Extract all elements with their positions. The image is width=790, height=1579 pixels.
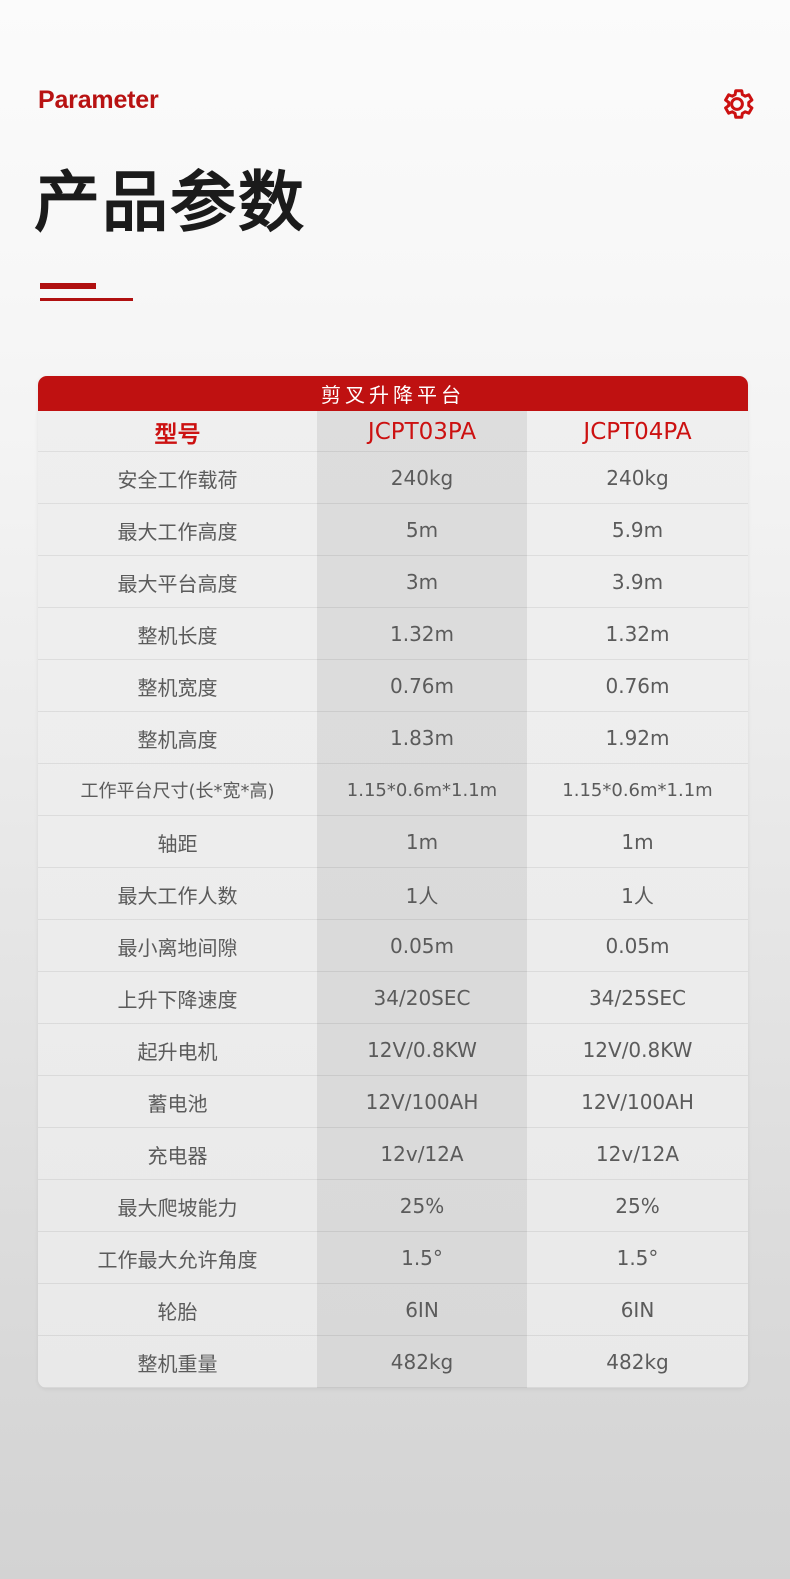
table-body: 安全工作载荷 240kg 240kg 最大工作高度 5m 5.9m 最大平台高度 3m 3.9m…	[38, 452, 748, 1388]
row-value-jcpt03pa: 12V/0.8KW	[367, 1038, 477, 1062]
row-value-jcpt03pa: 34/20SEC	[373, 986, 471, 1010]
table-row: 上升下降速度 34/20SEC 34/25SEC	[38, 972, 748, 1024]
row-value-jcpt04pa: 482kg	[606, 1350, 669, 1374]
table-row: 最大工作高度 5m 5.9m	[38, 504, 748, 556]
row-value-jcpt04pa: 12V/100AH	[581, 1090, 694, 1114]
table-row: 轮胎 6IN 6IN	[38, 1284, 748, 1336]
row-value-jcpt03pa: 1.83m	[389, 726, 454, 750]
page-title: 产品参数	[34, 164, 306, 241]
gear-icon[interactable]	[718, 85, 756, 123]
row-value-jcpt04pa: 1.92m	[605, 726, 670, 750]
row-label: 最小离地间隙	[117, 935, 238, 960]
row-value-jcpt03pa: 12v/12A	[380, 1142, 464, 1166]
table-row: 充电器 12v/12A 12v/12A	[38, 1128, 748, 1180]
row-label: 轮胎	[157, 1299, 198, 1324]
column-header-model: 型号	[154, 421, 201, 448]
row-label: 整机高度	[137, 727, 218, 752]
row-value-jcpt03pa: 3m	[405, 570, 439, 594]
table-row: 整机宽度 0.76m 0.76m	[38, 660, 748, 712]
row-value-jcpt03pa: 0.05m	[389, 934, 454, 958]
row-label: 上升下降速度	[117, 987, 238, 1012]
title-underline-decoration	[40, 283, 180, 305]
row-value-jcpt04pa: 240kg	[606, 466, 669, 490]
row-label: 最大工作高度	[117, 519, 238, 544]
table-row: 起升电机 12V/0.8KW 12V/0.8KW	[38, 1024, 748, 1076]
table-row: 轴距 1m 1m	[38, 816, 748, 868]
table-row: 蓄电池 12V/100AH 12V/100AH	[38, 1076, 748, 1128]
table-row: 最大工作人数 1人 1人	[38, 868, 748, 920]
row-value-jcpt03pa: 6IN	[405, 1298, 439, 1322]
row-value-jcpt04pa: 1m	[621, 830, 654, 854]
table-row: 工作最大允许角度 1.5° 1.5°	[38, 1232, 748, 1284]
table-row: 最小离地间隙 0.05m 0.05m	[38, 920, 748, 972]
table-row: 最大爬坡能力 25% 25%	[38, 1180, 748, 1232]
table-row: 整机重量 482kg 482kg	[38, 1336, 748, 1388]
row-label: 最大爬坡能力	[117, 1195, 238, 1220]
row-value-jcpt04pa: 25%	[615, 1194, 660, 1218]
row-value-jcpt04pa: 0.76m	[605, 674, 670, 698]
table-row: 安全工作载荷 240kg 240kg	[38, 452, 748, 504]
table-row: 整机长度 1.32m 1.32m	[38, 608, 748, 660]
row-value-jcpt03pa: 1m	[405, 830, 439, 854]
row-label: 起升电机	[137, 1039, 218, 1064]
row-value-jcpt03pa: 12V/100AH	[365, 1090, 479, 1114]
row-label: 轴距	[157, 831, 198, 856]
row-value-jcpt04pa: 1人	[621, 883, 654, 908]
row-value-jcpt03pa: 25%	[399, 1194, 445, 1218]
table-row: 整机高度 1.83m 1.92m	[38, 712, 748, 764]
row-value-jcpt03pa: 1人	[405, 883, 439, 908]
spec-table-card: 剪叉升降平台 型号 JCPT03PA JCPT04PA 安全工作载荷 240kg 2…	[38, 376, 748, 1388]
row-value-jcpt04pa: 1.15*0.6m*1.1m	[562, 779, 713, 801]
column-header-jcpt04pa: JCPT04PA	[583, 418, 692, 445]
row-value-jcpt04pa: 0.05m	[605, 934, 670, 958]
table-row: 工作平台尺寸(长*宽*高) 1.15*0.6m*1.1m 1.15*0.6m*1.1…	[38, 764, 748, 816]
row-value-jcpt03pa: 5m	[405, 518, 439, 542]
row-label: 安全工作载荷	[117, 467, 238, 492]
row-label: 工作平台尺寸(长*宽*高)	[80, 781, 275, 802]
row-label: 充电器	[147, 1143, 208, 1168]
row-value-jcpt04pa: 12V/0.8KW	[582, 1038, 693, 1062]
spec-table: 型号 JCPT03PA JCPT04PA 安全工作载荷 240kg 240kg 最大工…	[38, 411, 748, 1388]
row-value-jcpt03pa: 482kg	[390, 1350, 454, 1374]
spec-table-banner: 剪叉升降平台	[38, 376, 748, 411]
row-label: 整机长度	[137, 623, 218, 648]
row-value-jcpt03pa: 1.5°	[401, 1246, 443, 1270]
row-value-jcpt04pa: 34/25SEC	[589, 986, 686, 1010]
row-value-jcpt03pa: 240kg	[390, 466, 454, 490]
row-value-jcpt04pa: 6IN	[620, 1298, 655, 1322]
row-value-jcpt04pa: 5.9m	[611, 518, 664, 542]
row-value-jcpt03pa: 1.32m	[389, 622, 454, 646]
table-row: 最大平台高度 3m 3.9m	[38, 556, 748, 608]
table-header-row: 型号 JCPT03PA JCPT04PA	[38, 411, 748, 452]
eyebrow-label: Parameter	[38, 86, 159, 114]
row-label: 工作最大允许角度	[97, 1247, 258, 1272]
underline-bar-thin	[40, 298, 133, 301]
row-value-jcpt04pa: 12v/12A	[595, 1142, 680, 1166]
row-value-jcpt03pa: 0.76m	[389, 674, 454, 698]
row-label: 整机宽度	[137, 675, 218, 700]
row-value-jcpt03pa: 1.15*0.6m*1.1m	[346, 779, 498, 801]
row-label: 最大工作人数	[117, 883, 238, 908]
page-header: Parameter 产品参数	[0, 0, 790, 340]
row-value-jcpt04pa: 1.32m	[605, 622, 670, 646]
underline-bar-thick	[40, 283, 96, 289]
row-value-jcpt04pa: 1.5°	[616, 1246, 659, 1270]
row-label: 整机重量	[137, 1351, 218, 1376]
column-header-jcpt03pa: JCPT03PA	[367, 418, 477, 445]
row-label: 最大平台高度	[117, 571, 238, 596]
row-label: 蓄电池	[147, 1091, 208, 1116]
row-value-jcpt04pa: 3.9m	[611, 570, 664, 594]
